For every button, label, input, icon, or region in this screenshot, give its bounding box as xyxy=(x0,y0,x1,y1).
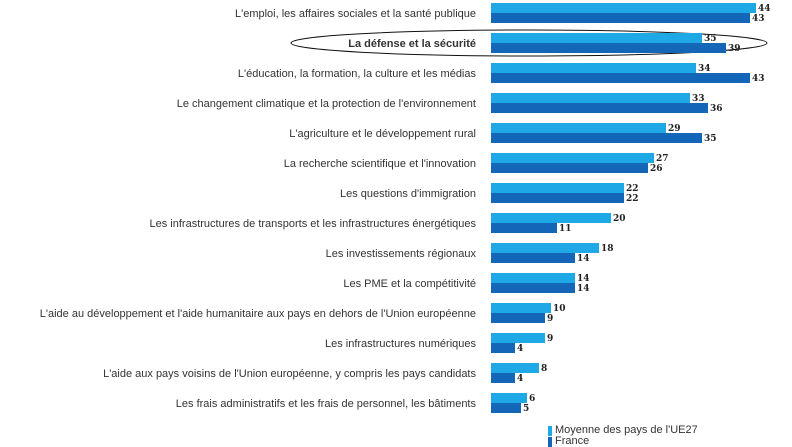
value-label-eu27: 8 xyxy=(541,364,547,374)
value-label-france: 22 xyxy=(626,194,639,204)
category-label: La défense et la sécurité xyxy=(348,38,476,50)
value-label-france: 43 xyxy=(752,14,765,24)
bar-eu27 xyxy=(491,243,599,253)
legend-swatch-eu27 xyxy=(548,425,552,436)
value-label-eu27: 44 xyxy=(758,4,771,14)
value-label-france: 36 xyxy=(710,104,723,114)
bar-eu27 xyxy=(491,213,611,223)
category-label: Les infrastructures de transports et les… xyxy=(150,218,477,230)
value-label-eu27: 14 xyxy=(577,274,590,284)
category-label: Les PME et la compétitivité xyxy=(343,278,476,290)
value-label-eu27: 20 xyxy=(613,214,626,224)
legend-swatch-france xyxy=(548,436,552,447)
bar-france xyxy=(491,373,515,383)
bar-eu27 xyxy=(491,153,654,163)
highlight-ellipse xyxy=(290,29,768,57)
category-label: Le changement climatique et la protectio… xyxy=(177,98,476,110)
bar-france xyxy=(491,73,750,83)
bar-france xyxy=(491,13,750,23)
category-label: L'aide aux pays voisins de l'Union europ… xyxy=(103,368,476,380)
value-label-france: 39 xyxy=(728,44,741,54)
category-label: Les questions d'immigration xyxy=(340,188,476,200)
bar-france xyxy=(491,403,521,413)
category-label: Les infrastructures numériques xyxy=(325,338,477,350)
value-label-france: 14 xyxy=(577,284,590,294)
value-label-eu27: 9 xyxy=(547,334,553,344)
bar-eu27 xyxy=(491,183,624,193)
value-label-eu27: 10 xyxy=(553,304,566,314)
category-label: L'aide au développement et l'aide humani… xyxy=(40,308,476,320)
value-label-france: 4 xyxy=(517,374,523,384)
bar-eu27 xyxy=(491,33,702,43)
value-label-france: 43 xyxy=(752,74,765,84)
bar-chart: L'emploi, les affaires sociales et la sa… xyxy=(40,3,771,414)
bar-france xyxy=(491,163,648,173)
bar-eu27 xyxy=(491,393,527,403)
legend-label-eu27: Moyenne des pays de l'UE27 xyxy=(555,424,698,436)
bar-france xyxy=(491,253,575,263)
legend-item-eu27: Moyenne des pays de l'UE27 xyxy=(548,425,698,436)
bar-eu27 xyxy=(491,93,690,103)
value-label-france: 11 xyxy=(559,224,572,234)
value-label-eu27: 29 xyxy=(668,124,681,134)
value-label-france: 4 xyxy=(517,344,523,354)
category-label: L'emploi, les affaires sociales et la sa… xyxy=(235,8,476,20)
bar-eu27 xyxy=(491,363,539,373)
value-label-eu27: 34 xyxy=(698,64,711,74)
bar-eu27 xyxy=(491,123,666,133)
bar-france xyxy=(491,193,624,203)
category-label: La recherche scientifique et l'innovatio… xyxy=(284,158,476,170)
legend-item-france: France xyxy=(548,436,698,447)
value-label-france: 5 xyxy=(523,404,529,414)
bar-eu27 xyxy=(491,273,575,283)
chart-legend: Moyenne des pays de l'UE27 France xyxy=(548,425,698,447)
value-label-france: 9 xyxy=(547,314,553,324)
bar-france xyxy=(491,223,557,233)
legend-label-france: France xyxy=(555,435,590,447)
bar-france xyxy=(491,313,545,323)
bar-france xyxy=(491,283,575,293)
value-label-eu27: 22 xyxy=(626,184,639,194)
category-label: L'agriculture et le développement rural xyxy=(289,128,476,140)
value-label-france: 14 xyxy=(577,254,590,264)
value-label-eu27: 35 xyxy=(704,34,717,44)
bar-eu27 xyxy=(491,3,756,13)
bar-france xyxy=(491,343,515,353)
bar-eu27 xyxy=(491,333,545,343)
bar-france xyxy=(491,103,708,113)
value-label-france: 35 xyxy=(704,134,717,144)
value-label-eu27: 27 xyxy=(656,154,669,164)
bar-eu27 xyxy=(491,303,551,313)
category-label: Les frais administratifs et les frais de… xyxy=(176,398,477,410)
value-label-france: 26 xyxy=(650,164,663,174)
category-label: L'éducation, la formation, la culture et… xyxy=(238,68,477,80)
value-label-eu27: 18 xyxy=(601,244,614,254)
bar-eu27 xyxy=(491,63,696,73)
bar-france xyxy=(491,133,702,143)
value-label-eu27: 6 xyxy=(529,394,535,404)
category-label: Les investissements régionaux xyxy=(326,248,477,260)
value-label-eu27: 33 xyxy=(692,94,705,104)
bar-france xyxy=(491,43,726,53)
